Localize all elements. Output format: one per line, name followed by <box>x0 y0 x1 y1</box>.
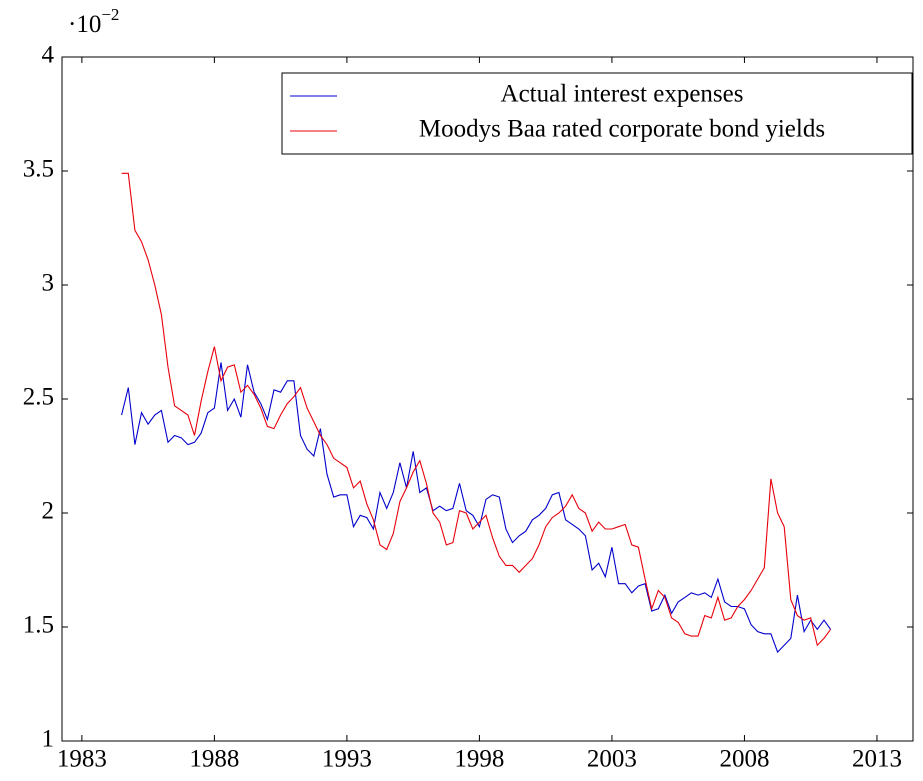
x-tick-label: 2008 <box>719 746 769 773</box>
plot-frame <box>61 56 914 742</box>
x-tick-label: 2013 <box>852 746 902 773</box>
x-tick-label: 1988 <box>189 746 239 773</box>
series-line <box>121 172 832 647</box>
y-tick-label: 4 <box>42 42 55 69</box>
legend-box <box>281 72 913 155</box>
x-tick-label: 1983 <box>57 746 107 773</box>
legend-label: Moodys Baa rated corporate bond yields <box>419 116 825 143</box>
y-tick-label: 3.5 <box>23 156 54 183</box>
series-line <box>121 362 832 654</box>
y-tick-label: 1.5 <box>23 612 54 639</box>
x-tick-label: 1998 <box>454 746 504 773</box>
y-tick-label: 2 <box>42 498 55 525</box>
scale-label: ·10−2 <box>68 5 119 38</box>
y-tick-label: 2.5 <box>23 384 54 411</box>
y-tick-label: 1 <box>42 726 55 753</box>
x-tick-label: 2003 <box>587 746 637 773</box>
y-tick-label: 3 <box>42 270 55 297</box>
legend-label: Actual interest expenses <box>501 81 744 108</box>
x-tick-label: 1993 <box>322 746 372 773</box>
